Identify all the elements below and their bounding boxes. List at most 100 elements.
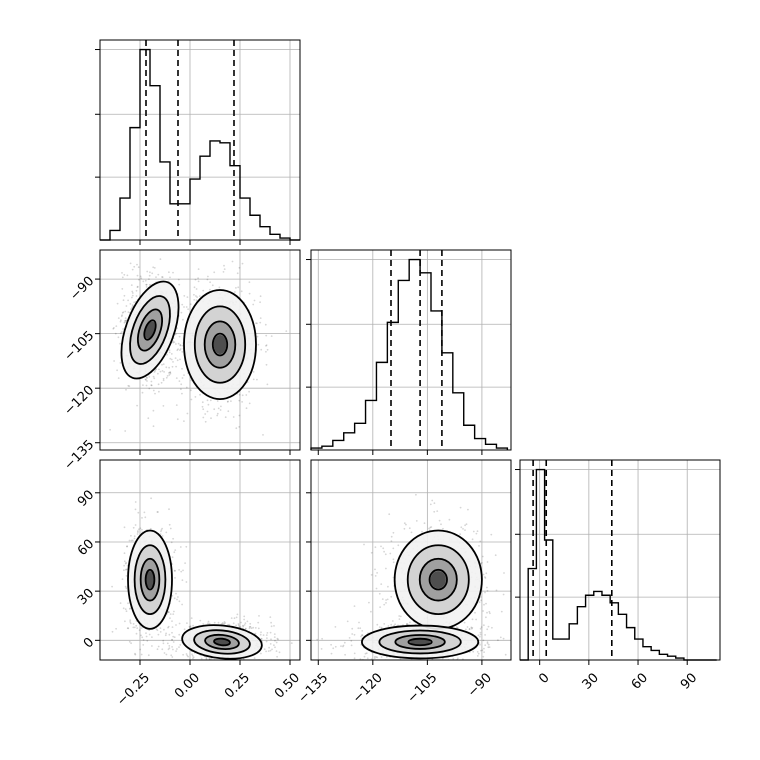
sample-point: [165, 376, 168, 379]
sample-point: [374, 575, 377, 577]
sample-point: [277, 638, 279, 641]
sample-point: [238, 393, 241, 396]
sample-point: [129, 621, 132, 623]
sample-point: [169, 613, 172, 615]
sample-point: [158, 390, 160, 393]
sample-point: [174, 357, 177, 359]
sample-point: [482, 639, 485, 642]
sample-point: [172, 613, 175, 615]
sample-point: [334, 626, 337, 628]
sample-point: [117, 377, 120, 379]
panel-frame: [310, 249, 512, 451]
sample-point: [172, 648, 174, 651]
sample-point: [376, 572, 378, 574]
sample-point: [166, 375, 169, 377]
sample-point: [131, 306, 134, 309]
sample-point: [275, 650, 278, 652]
sample-point: [121, 331, 123, 333]
sample-point: [346, 620, 349, 623]
sample-point: [129, 607, 132, 610]
sample-point: [273, 636, 276, 638]
sample-point: [253, 236, 255, 238]
sample-point: [479, 631, 482, 634]
sample-point: [150, 380, 153, 383]
sample-point: [124, 310, 127, 313]
sample-point: [168, 645, 171, 647]
sample-point: [238, 266, 241, 269]
sample-point: [171, 639, 174, 641]
sample-point: [205, 657, 208, 660]
sample-point: [121, 276, 124, 279]
sample-point: [128, 539, 131, 542]
sample-point: [133, 626, 136, 629]
contour-1: [120, 280, 180, 380]
sample-point: [474, 611, 476, 614]
sample-point: [383, 603, 386, 606]
sample-point: [495, 589, 498, 592]
sample-point: [131, 304, 134, 307]
sample-point: [385, 656, 388, 658]
sample-point: [136, 274, 139, 277]
sample-point: [375, 587, 378, 590]
sample-point: [198, 295, 201, 297]
sample-point: [175, 377, 178, 379]
sample-point: [153, 371, 156, 373]
sample-point: [373, 657, 376, 660]
sample-point: [173, 636, 176, 639]
sample-point: [266, 383, 269, 386]
sample-point: [227, 662, 229, 664]
sample-point: [119, 332, 122, 335]
sample-point: [368, 601, 370, 604]
sample-point: [265, 345, 267, 347]
sample-point: [465, 523, 468, 526]
sample-point: [177, 278, 180, 281]
sample-point: [413, 665, 415, 667]
sample-point: [207, 275, 209, 278]
sample-point: [168, 374, 171, 376]
y-tick-label: 60: [75, 537, 97, 559]
x-tick-label: −105: [405, 670, 441, 706]
sample-point: [500, 610, 503, 613]
sample-point: [131, 539, 134, 542]
sample-point: [168, 508, 170, 511]
sample-point: [217, 621, 220, 624]
sample-point: [230, 400, 232, 402]
sample-point: [489, 612, 491, 615]
sample-point: [485, 602, 487, 605]
sample-point: [140, 627, 143, 629]
sample-point: [269, 643, 272, 645]
sample-point: [216, 414, 219, 417]
sample-point: [238, 399, 241, 402]
sample-point: [173, 551, 176, 554]
sample-point: [267, 650, 270, 652]
sample-point: [486, 628, 489, 631]
sample-point: [165, 531, 168, 534]
sample-point: [122, 311, 125, 313]
sample-point: [162, 363, 165, 365]
sample-point: [390, 623, 393, 626]
y-axis-row-2: −135−120−105−90: [61, 274, 100, 473]
sample-point: [477, 652, 480, 655]
sample-point: [208, 622, 211, 625]
contour-1: [361, 624, 480, 660]
sample-point: [166, 642, 169, 645]
sample-point: [334, 645, 337, 648]
sample-point: [254, 632, 257, 635]
sample-point: [268, 646, 270, 649]
sample-point: [235, 616, 238, 619]
contour-2: [378, 629, 462, 655]
sample-point: [227, 410, 230, 413]
panel-frame: [99, 39, 301, 241]
sample-point: [168, 647, 171, 649]
sample-point: [125, 568, 127, 571]
sample-point: [127, 311, 130, 313]
sample-point: [398, 618, 401, 620]
sample-point: [353, 605, 356, 607]
y-tick-label: −90: [67, 274, 97, 304]
sample-point: [248, 625, 251, 628]
contour-4: [143, 319, 157, 341]
sample-point: [380, 583, 383, 585]
sample-point: [136, 533, 139, 535]
sample-point: [274, 646, 276, 649]
